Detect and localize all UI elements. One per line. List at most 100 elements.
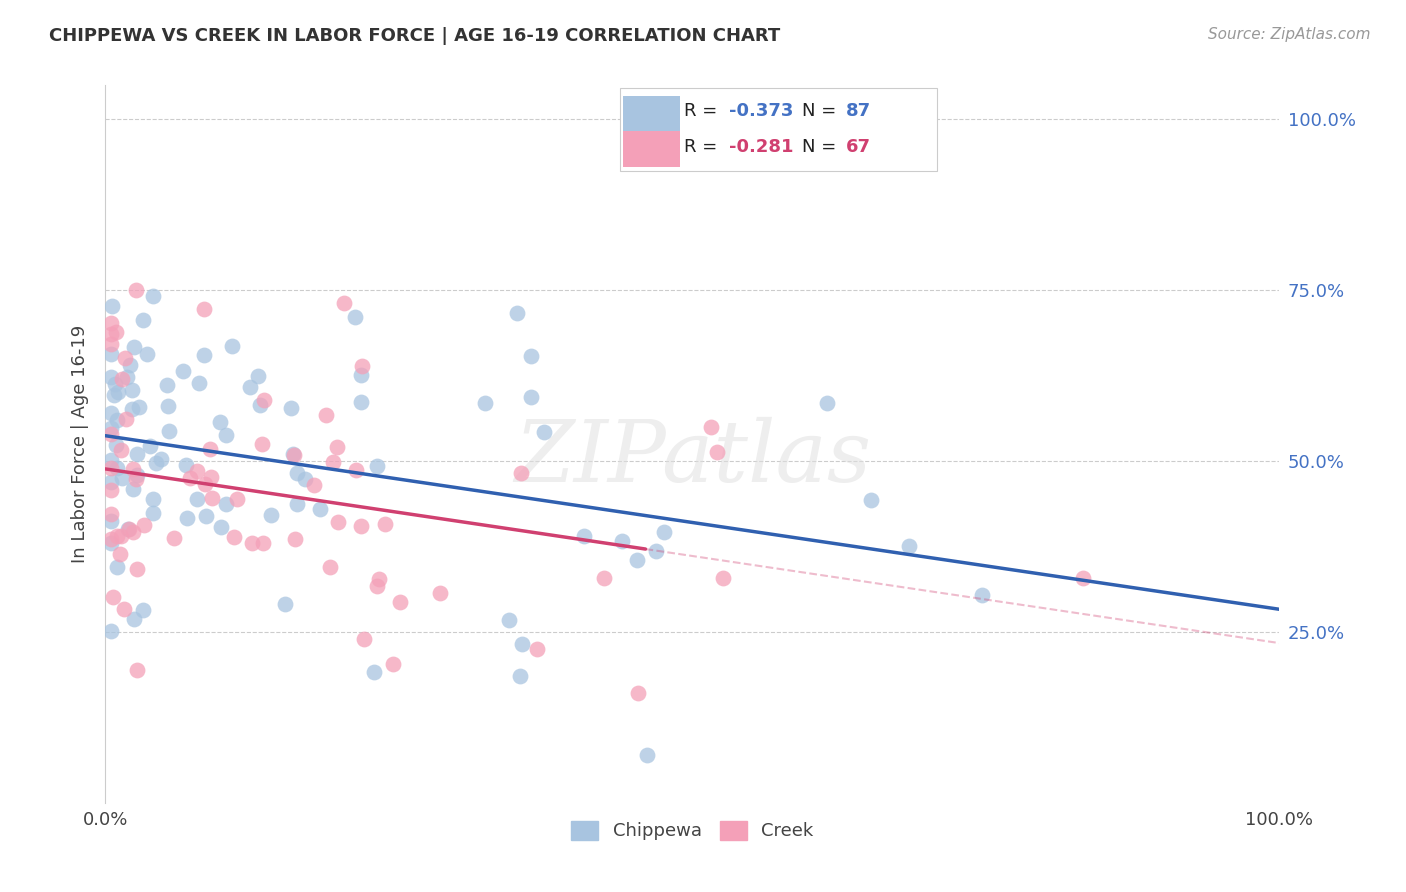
- Point: [105, 413, 128, 427]
- Point: [381, 657, 404, 672]
- Point: [368, 572, 391, 586]
- Point: [100, 452, 122, 467]
- Point: [209, 519, 232, 533]
- Point: [193, 348, 215, 362]
- Point: [533, 425, 555, 440]
- Point: [252, 536, 274, 550]
- Point: [100, 536, 122, 550]
- Text: Source: ZipAtlas.com: Source: ZipAtlas.com: [1208, 27, 1371, 42]
- Point: [350, 395, 373, 409]
- Point: [103, 388, 125, 402]
- Point: [135, 347, 157, 361]
- Point: [142, 507, 165, 521]
- Point: [610, 533, 633, 548]
- Point: [350, 519, 373, 533]
- Point: [328, 516, 350, 530]
- Text: -0.373: -0.373: [728, 103, 793, 120]
- Point: [188, 376, 211, 391]
- Point: [352, 359, 374, 374]
- Point: [118, 522, 141, 536]
- Point: [215, 497, 238, 511]
- Point: [215, 428, 238, 442]
- Point: [179, 471, 201, 485]
- Text: R =: R =: [685, 103, 723, 120]
- Point: [105, 560, 128, 574]
- Point: [100, 483, 122, 497]
- Point: [706, 444, 728, 458]
- Point: [100, 507, 122, 521]
- Point: [141, 492, 163, 507]
- Point: [100, 514, 122, 528]
- Point: [526, 641, 548, 656]
- Point: [654, 525, 676, 540]
- Point: [111, 471, 134, 485]
- Point: [114, 412, 136, 426]
- Legend: Chippewa, Creek: Chippewa, Creek: [564, 814, 821, 847]
- Text: -0.281: -0.281: [728, 138, 793, 156]
- Text: 67: 67: [846, 138, 872, 156]
- Point: [186, 464, 208, 478]
- Point: [209, 415, 232, 429]
- Point: [322, 455, 344, 469]
- Point: [100, 461, 122, 475]
- Point: [506, 306, 529, 320]
- Point: [132, 603, 155, 617]
- Point: [366, 459, 388, 474]
- Point: [332, 296, 354, 310]
- Point: [509, 466, 531, 480]
- Point: [100, 420, 122, 434]
- Point: [172, 364, 194, 378]
- Point: [118, 358, 141, 372]
- Point: [350, 368, 373, 383]
- Point: [285, 497, 308, 511]
- Point: [117, 522, 139, 536]
- Point: [260, 508, 283, 523]
- Point: [100, 407, 122, 421]
- Point: [122, 340, 145, 354]
- Point: [110, 442, 132, 457]
- Point: [326, 440, 349, 454]
- Point: [711, 571, 734, 585]
- Text: R =: R =: [685, 138, 723, 156]
- Point: [121, 383, 143, 397]
- Point: [125, 283, 148, 297]
- Point: [100, 316, 122, 330]
- Point: [193, 477, 215, 491]
- Point: [101, 299, 124, 313]
- Point: [283, 446, 305, 460]
- Text: CHIPPEWA VS CREEK IN LABOR FORCE | AGE 16-19 CORRELATION CHART: CHIPPEWA VS CREEK IN LABOR FORCE | AGE 1…: [49, 27, 780, 45]
- Point: [163, 531, 186, 545]
- Point: [363, 665, 385, 679]
- Point: [474, 395, 496, 409]
- Point: [157, 424, 180, 438]
- Point: [100, 337, 122, 351]
- Point: [249, 398, 271, 412]
- Point: [121, 401, 143, 416]
- Point: [122, 525, 145, 540]
- FancyBboxPatch shape: [623, 131, 679, 168]
- Point: [972, 589, 994, 603]
- Text: ZIPatlas: ZIPatlas: [513, 417, 872, 500]
- Point: [389, 595, 412, 609]
- Point: [509, 669, 531, 683]
- Point: [898, 539, 921, 553]
- Point: [572, 529, 595, 543]
- Point: [280, 401, 302, 415]
- Point: [520, 349, 543, 363]
- Point: [429, 586, 451, 600]
- Point: [156, 399, 179, 413]
- Point: [239, 379, 262, 393]
- Point: [176, 510, 198, 524]
- Point: [105, 529, 128, 543]
- Point: [344, 463, 367, 477]
- Point: [222, 530, 245, 544]
- Point: [174, 458, 197, 472]
- Point: [815, 396, 838, 410]
- Point: [105, 438, 128, 452]
- Point: [100, 532, 122, 546]
- Point: [101, 590, 124, 604]
- Point: [150, 452, 173, 467]
- Point: [142, 288, 165, 302]
- Point: [127, 468, 149, 483]
- Point: [104, 377, 127, 392]
